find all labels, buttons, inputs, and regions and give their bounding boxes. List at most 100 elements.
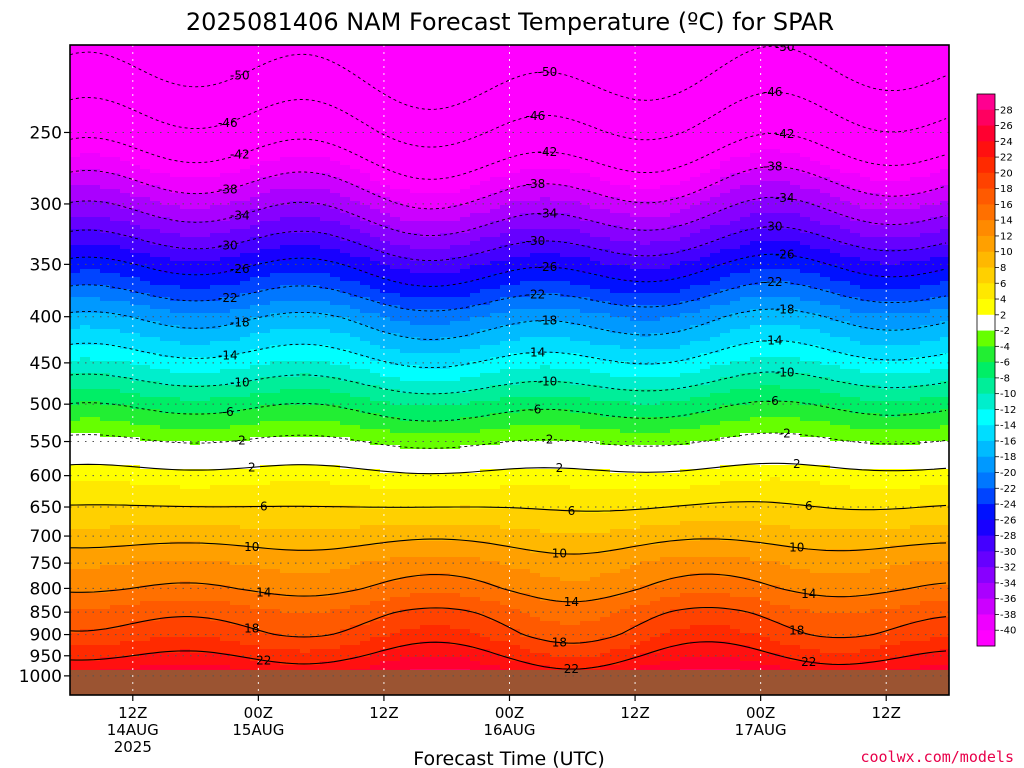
y-tick-label: 700 bbox=[30, 527, 62, 547]
y-tick-label: 1000 bbox=[19, 667, 62, 687]
contour-label: 14 bbox=[564, 595, 579, 609]
contour-label: 18 bbox=[789, 623, 804, 637]
x-tick-label: 12Z bbox=[118, 704, 147, 722]
colorbar-label: 16 bbox=[1000, 200, 1013, 211]
contour-label: 10 bbox=[552, 547, 567, 561]
contour-label: -18 bbox=[775, 302, 795, 316]
colorbar-label: -10 bbox=[1000, 389, 1016, 400]
contour-label: -50 bbox=[230, 68, 250, 82]
colorbar-label: -14 bbox=[1000, 421, 1016, 432]
contour-label: -42 bbox=[230, 147, 250, 161]
contour-label: -46 bbox=[218, 116, 238, 130]
colorbar-label: -24 bbox=[1000, 500, 1016, 511]
colorbar-label: -30 bbox=[1000, 547, 1016, 558]
y-tick-label: 900 bbox=[30, 626, 62, 646]
contour-label: 22 bbox=[801, 655, 816, 669]
contour-label: -34 bbox=[230, 208, 250, 222]
contour-label: -10 bbox=[230, 375, 250, 389]
x-tick-label: 00Z bbox=[244, 704, 273, 722]
contour-label: -34 bbox=[775, 191, 795, 205]
contour-line bbox=[70, 573, 947, 603]
colorbar-label: 18 bbox=[1000, 184, 1013, 195]
y-tick-label: 800 bbox=[30, 579, 62, 599]
colorbar-label: 6 bbox=[1000, 279, 1006, 290]
colorbar-swatch bbox=[977, 172, 995, 190]
y-tick-label: 500 bbox=[30, 395, 62, 415]
colorbar-swatch bbox=[977, 551, 995, 568]
colorbar-label: -8 bbox=[1000, 373, 1010, 384]
colorbar-label: 4 bbox=[1000, 295, 1006, 306]
contour-label: -26 bbox=[538, 260, 558, 274]
contour-line bbox=[70, 501, 947, 512]
colorbar-swatch bbox=[977, 251, 995, 268]
y-tick-label: 950 bbox=[30, 647, 62, 667]
contour-label: -18 bbox=[230, 315, 250, 329]
x-tick-label: 17AUG bbox=[735, 721, 787, 739]
colorbar-label: -32 bbox=[1000, 563, 1016, 574]
contour-label: -50 bbox=[538, 65, 558, 79]
contour-label: 14 bbox=[256, 586, 271, 600]
contour-line bbox=[70, 253, 947, 287]
colorbar-swatch bbox=[977, 314, 995, 331]
contour-label: -10 bbox=[775, 365, 795, 379]
contour-label: 22 bbox=[564, 662, 579, 676]
colorbar-label: 22 bbox=[1000, 153, 1013, 164]
colorbar-swatch bbox=[977, 220, 995, 237]
y-tick-label: 400 bbox=[30, 308, 62, 328]
colorbar-swatch bbox=[977, 535, 995, 552]
colorbar-swatch bbox=[977, 283, 995, 300]
colorbar-swatch bbox=[977, 488, 995, 505]
contour-label: -18 bbox=[538, 314, 558, 328]
colorbar-swatch bbox=[977, 109, 995, 126]
y-tick-label: 850 bbox=[30, 603, 62, 623]
colorbar-swatch bbox=[977, 235, 995, 253]
contour-label: -14 bbox=[218, 349, 238, 363]
contour-label: -50 bbox=[775, 40, 795, 54]
x-tick-label: 14AUG bbox=[107, 721, 159, 739]
contour-label: -26 bbox=[775, 248, 795, 262]
contour-label: -2 bbox=[779, 426, 791, 440]
y-tick-label: 300 bbox=[30, 195, 62, 215]
colorbar-swatch bbox=[977, 456, 995, 473]
colorbar-label: -16 bbox=[1000, 436, 1016, 447]
colorbar-swatch bbox=[977, 472, 995, 489]
contour-label: 2 bbox=[248, 460, 256, 474]
y-tick-label: 600 bbox=[30, 467, 62, 487]
colorbar-swatch bbox=[977, 204, 995, 221]
contour-line bbox=[70, 462, 947, 475]
contour-line bbox=[70, 91, 947, 148]
x-tick-label: 12Z bbox=[872, 704, 901, 722]
colorbar-label: 24 bbox=[1000, 137, 1013, 148]
x-tick-label: 15AUG bbox=[232, 721, 284, 739]
contour-line bbox=[70, 538, 947, 555]
colorbar-label: 26 bbox=[1000, 121, 1013, 132]
colorbar-label: -26 bbox=[1000, 515, 1016, 526]
colorbar-swatch bbox=[977, 582, 995, 600]
contour-label: -38 bbox=[218, 182, 238, 196]
colorbar-swatch bbox=[977, 630, 995, 647]
contour-line bbox=[70, 166, 947, 210]
colorbar-swatch bbox=[977, 440, 995, 458]
colorbar-label: 2 bbox=[1000, 310, 1006, 321]
contour-label: 2 bbox=[556, 461, 564, 475]
contour-line bbox=[70, 606, 947, 644]
colorbar-swatch bbox=[977, 346, 995, 363]
credit-text: coolwx.com/models bbox=[860, 748, 1014, 766]
colorbar-swatch bbox=[977, 393, 995, 410]
y-tick-label: 450 bbox=[30, 354, 62, 374]
contour-lines: -50 -50 -50 -46 -46 -46 -42 -42 -42 -38 -38 -38 -34 -… bbox=[70, 40, 947, 676]
contour-label: -2 bbox=[541, 433, 553, 447]
contour-label: -38 bbox=[526, 177, 546, 191]
colorbar-label: -38 bbox=[1000, 610, 1016, 621]
colorbar-label: -4 bbox=[1000, 342, 1010, 353]
colorbar-label: -2 bbox=[1000, 326, 1010, 337]
contour-label: -30 bbox=[218, 238, 238, 252]
contour-label: -30 bbox=[526, 234, 546, 248]
colorbar-label: -22 bbox=[1000, 484, 1016, 495]
x-tick-label: 16AUG bbox=[484, 721, 536, 739]
contour-label: -22 bbox=[218, 291, 238, 305]
contour-label: -10 bbox=[538, 374, 558, 388]
contour-line bbox=[70, 400, 947, 422]
colorbar-label: 8 bbox=[1000, 263, 1006, 274]
